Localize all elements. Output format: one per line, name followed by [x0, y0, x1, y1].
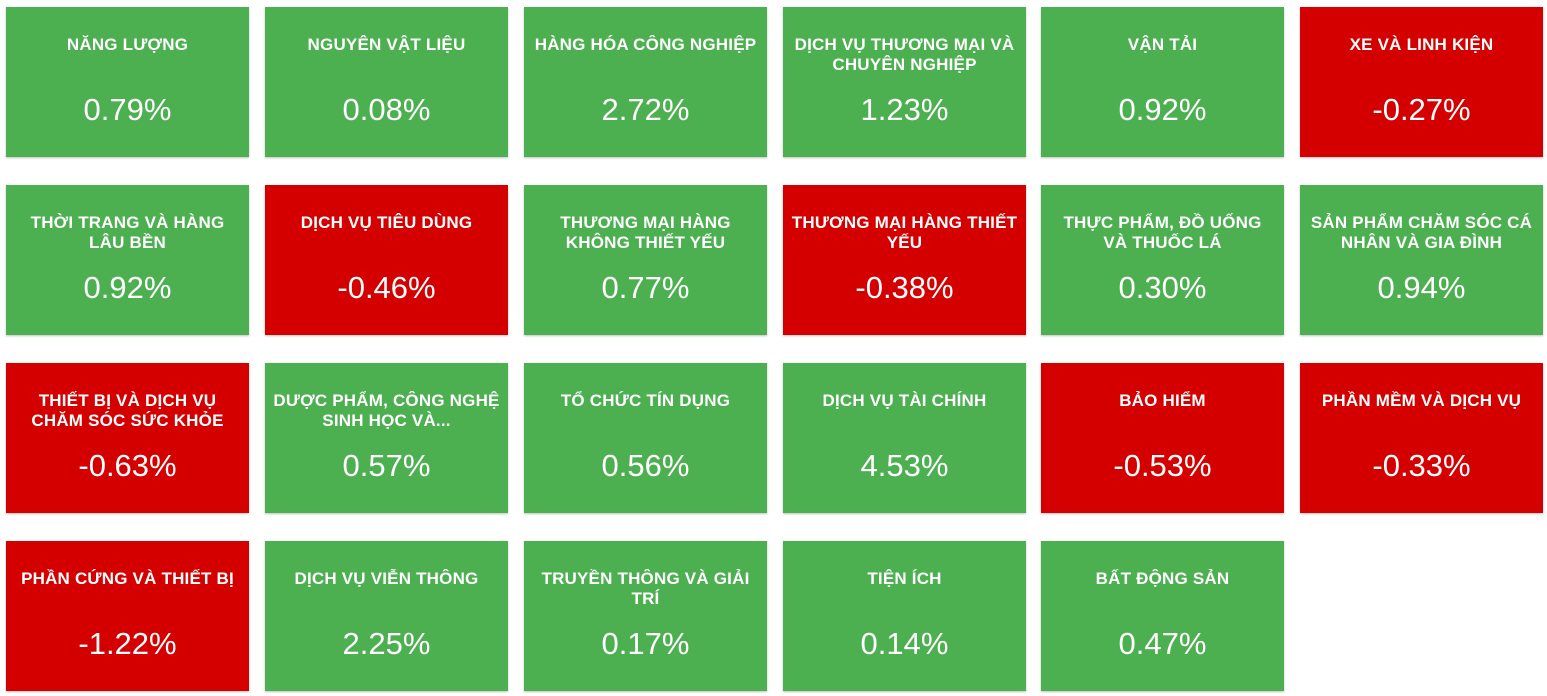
- sector-name: THIẾT BỊ VÀ DỊCH VỤ CHĂM SÓC SỨC KHỎE: [31, 391, 224, 430]
- sector-tile[interactable]: DỊCH VỤ THƯƠNG MẠI VÀ CHUYÊN NGHIỆP 1.23…: [783, 7, 1026, 157]
- sector-change: 0.57%: [342, 448, 431, 483]
- sector-name: PHẦN MỀM VÀ DỊCH VỤ: [1321, 391, 1522, 410]
- sector-name: PHẦN CỨNG VÀ THIẾT BỊ: [21, 569, 234, 588]
- sector-name: TRUYỀN THÔNG VÀ GIẢI TRÍ: [541, 569, 750, 608]
- sector-tile[interactable]: TỔ CHỨC TÍN DỤNG 0.56%: [524, 363, 767, 513]
- sector-tile[interactable]: BẤT ĐỘNG SẢN 0.47%: [1041, 541, 1284, 691]
- sector-name: BẢO HIỂM: [1119, 391, 1206, 410]
- sector-tile[interactable]: HÀNG HÓA CÔNG NGHIỆP 2.72%: [524, 7, 767, 157]
- sector-tile[interactable]: NGUYÊN VẬT LIỆU 0.08%: [265, 7, 508, 157]
- sector-tile[interactable]: DỊCH VỤ TIÊU DÙNG -0.46%: [265, 185, 508, 335]
- sector-name: TỔ CHỨC TÍN DỤNG: [560, 391, 731, 410]
- sector-name: THỜI TRANG VÀ HÀNG LÂU BỀN: [30, 213, 225, 252]
- sector-name: THƯƠNG MẠI HÀNG KHÔNG THIẾT YẾU: [560, 213, 731, 252]
- sector-change: 0.47%: [1118, 626, 1207, 661]
- sector-name: TIỆN ÍCH: [867, 569, 942, 588]
- sector-name: DỊCH VỤ THƯƠNG MẠI VÀ CHUYÊN NGHIỆP: [794, 35, 1015, 74]
- sector-name: DƯỢC PHẨM, CÔNG NGHỆ SINH HỌC VÀ...: [273, 391, 500, 430]
- sector-change: 0.94%: [1377, 270, 1466, 305]
- sector-change: -0.46%: [337, 270, 436, 305]
- sector-change: 0.14%: [860, 626, 949, 661]
- sector-tile[interactable]: THIẾT BỊ VÀ DỊCH VỤ CHĂM SÓC SỨC KHỎE -0…: [6, 363, 249, 513]
- sector-change: -1.22%: [78, 626, 177, 661]
- sector-name: BẤT ĐỘNG SẢN: [1095, 569, 1230, 588]
- sector-tile[interactable]: PHẦN CỨNG VÀ THIẾT BỊ -1.22%: [6, 541, 249, 691]
- sector-change: 0.77%: [601, 270, 690, 305]
- sector-change: 0.17%: [601, 626, 690, 661]
- sector-tile[interactable]: THỰC PHẨM, ĐỒ UỐNG VÀ THUỐC LÁ 0.30%: [1041, 185, 1284, 335]
- sector-tile[interactable]: DỊCH VỤ TÀI CHÍNH 4.53%: [783, 363, 1026, 513]
- sector-name: DỊCH VỤ TÀI CHÍNH: [822, 391, 987, 410]
- sector-name: VẬN TẢI: [1127, 35, 1198, 54]
- sector-tile[interactable]: VẬN TẢI 0.92%: [1041, 7, 1284, 157]
- sector-tile[interactable]: NĂNG LƯỢNG 0.79%: [6, 7, 249, 157]
- sector-name: XE VÀ LINH KIỆN: [1349, 35, 1494, 54]
- sector-name: THƯƠNG MẠI HÀNG THIẾT YẾU: [791, 213, 1018, 252]
- sector-name: DỊCH VỤ TIÊU DÙNG: [300, 213, 473, 232]
- sector-tile[interactable]: BẢO HIỂM -0.53%: [1041, 363, 1284, 513]
- sector-tile[interactable]: THƯƠNG MẠI HÀNG THIẾT YẾU -0.38%: [783, 185, 1026, 335]
- sector-tile[interactable]: TIỆN ÍCH 0.14%: [783, 541, 1026, 691]
- sector-name: NGUYÊN VẬT LIỆU: [307, 35, 466, 54]
- sector-change: 0.92%: [1118, 92, 1207, 127]
- sector-change: 0.92%: [83, 270, 172, 305]
- sector-change: -0.27%: [1372, 92, 1471, 127]
- sector-tile[interactable]: DƯỢC PHẨM, CÔNG NGHỆ SINH HỌC VÀ... 0.57…: [265, 363, 508, 513]
- sector-name: SẢN PHẨM CHĂM SÓC CÁ NHÂN VÀ GIA ĐÌNH: [1310, 213, 1533, 252]
- sector-name: DỊCH VỤ VIỄN THÔNG: [294, 569, 479, 588]
- sector-tile[interactable]: THỜI TRANG VÀ HÀNG LÂU BỀN 0.92%: [6, 185, 249, 335]
- sector-tile[interactable]: XE VÀ LINH KIỆN -0.27%: [1300, 7, 1543, 157]
- sector-name: HÀNG HÓA CÔNG NGHIỆP: [534, 35, 757, 54]
- sector-change: -0.53%: [1113, 448, 1212, 483]
- sector-tile[interactable]: PHẦN MỀM VÀ DỊCH VỤ -0.33%: [1300, 363, 1543, 513]
- sector-change: 0.08%: [342, 92, 431, 127]
- sector-tile[interactable]: TRUYỀN THÔNG VÀ GIẢI TRÍ 0.17%: [524, 541, 767, 691]
- sector-change: 0.56%: [601, 448, 690, 483]
- sector-name: THỰC PHẨM, ĐỒ UỐNG VÀ THUỐC LÁ: [1063, 213, 1262, 252]
- sector-change: 4.53%: [860, 448, 949, 483]
- sector-tile[interactable]: SẢN PHẨM CHĂM SÓC CÁ NHÂN VÀ GIA ĐÌNH 0.…: [1300, 185, 1543, 335]
- sector-name: NĂNG LƯỢNG: [66, 35, 189, 54]
- sector-change: 1.23%: [860, 92, 949, 127]
- sector-tile[interactable]: THƯƠNG MẠI HÀNG KHÔNG THIẾT YẾU 0.77%: [524, 185, 767, 335]
- sector-change: -0.63%: [78, 448, 177, 483]
- sector-change: 0.30%: [1118, 270, 1207, 305]
- sector-change: -0.33%: [1372, 448, 1471, 483]
- sector-change: 2.25%: [342, 626, 431, 661]
- sector-tile[interactable]: DỊCH VỤ VIỄN THÔNG 2.25%: [265, 541, 508, 691]
- sector-change: 0.79%: [83, 92, 172, 127]
- sector-change: -0.38%: [855, 270, 954, 305]
- sector-change: 2.72%: [601, 92, 690, 127]
